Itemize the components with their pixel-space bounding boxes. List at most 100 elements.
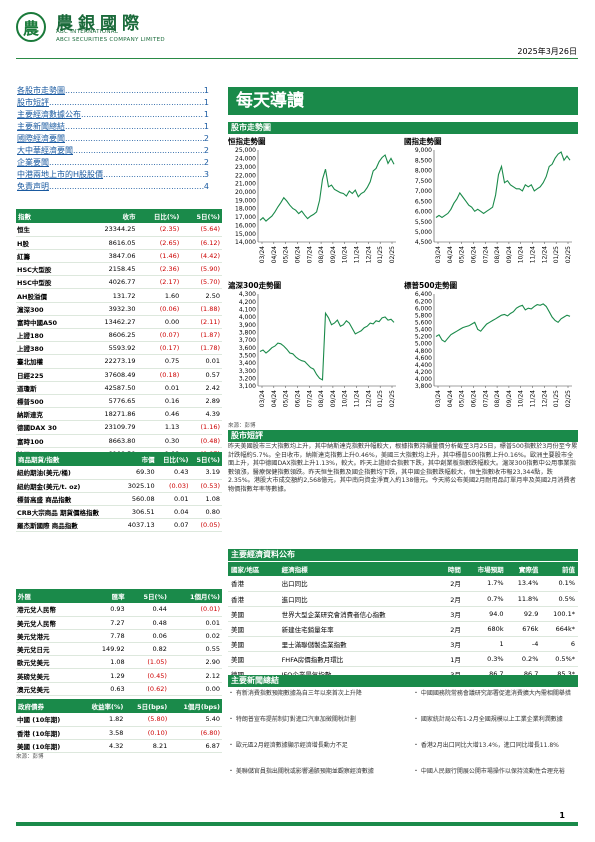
toc-dots — [65, 85, 204, 97]
table-cell: CRB大宗商品 期貨價格指數 — [16, 505, 121, 520]
x-tick-label: 10/24 — [518, 390, 525, 407]
table-cell: 0.00 — [137, 315, 182, 330]
table-cell: 標普高盛 商品指數 — [16, 492, 121, 507]
commodity-table: 商品期貨/指數 市價 日比(%) 5日(%) 紐約期油(美元/桶) 69.30 0.43 3.… — [16, 452, 222, 533]
table-cell: 6 — [541, 636, 578, 652]
toc-item-title[interactable]: 大中華經濟要聞 — [17, 146, 73, 155]
x-tick-label: 03/24 — [435, 390, 442, 407]
y-tick-label: 16,000 — [235, 222, 256, 229]
page-title-banner: 每天導讀 — [228, 87, 578, 115]
econ-table-wrap: 國家/地區 經濟指標 時間 市場預期 實際值 前值 香港 出口同比 2月 1.7% 13.4% 0.1… — [228, 562, 578, 682]
x-tick-label: 08/24 — [494, 246, 501, 263]
toc-item[interactable]: 股市短評 1 — [17, 97, 209, 109]
y-tick-label: 5,000 — [415, 229, 432, 236]
table-cell: 2.50 — [181, 288, 222, 303]
table-cell: 0.43 — [156, 466, 191, 480]
toc-item[interactable]: 各股市走勢圖 1 — [17, 85, 209, 97]
table-cell: (0.07) — [137, 328, 182, 343]
bond-table-wrap: 政府債券 收益率(%) 5日(bps) 1個月(bps) 中國 (10年期) 1.82 (5… — [16, 699, 222, 754]
table-cell: (6.12) — [181, 236, 222, 250]
table-cell: (0.03) — [156, 479, 191, 493]
x-tick-label: 09/24 — [330, 390, 337, 407]
x-tick-label: 02/25 — [389, 390, 396, 407]
table-cell: 美國 — [228, 606, 279, 622]
toc-dots — [65, 121, 204, 133]
series-line — [259, 154, 395, 222]
toc-dots — [103, 169, 204, 181]
commodity-table-wrap: 商品期貨/指數 市價 日比(%) 5日(%) 紐約期油(美元/桶) 69.30 0.43 3.… — [16, 452, 222, 533]
toc-item-title[interactable]: 企業要聞 — [17, 158, 49, 167]
table-row: HSC中型股 4026.77 (2.17) (5.70) — [16, 275, 222, 290]
y-tick-label: 8,500 — [415, 157, 432, 164]
table-header-cell: 市價 — [120, 452, 157, 466]
toc-item[interactable]: 主要經濟數據公布 1 — [17, 109, 209, 121]
table-cell: 0.48 — [126, 616, 169, 630]
toc-item[interactable]: 免責声明 4 — [17, 181, 209, 193]
y-tick-label: 3,800 — [415, 383, 432, 390]
table-cell: 23344.25 — [84, 223, 138, 237]
y-tick-label: 3,300 — [239, 368, 256, 375]
table-cell: 標普500 — [16, 394, 85, 409]
table-cell: 0.75 — [137, 354, 182, 369]
report-date: 2025年3月26日 — [517, 47, 577, 56]
x-tick-label: 05/24 — [459, 246, 466, 263]
table-cell: 3.19 — [190, 466, 222, 480]
table-row: H股 8616.05 (2.65) (6.12) — [16, 236, 222, 250]
chart-source-note: 來源：彭博 — [228, 423, 256, 429]
toc-item-title[interactable]: 中港兩地上市的H股股價 — [17, 170, 104, 179]
table-cell: 0.82 — [126, 642, 169, 657]
y-tick-label: 21,000 — [235, 181, 256, 188]
table-header-row: 指數 收市 日比(%) 5日(%) — [16, 209, 222, 223]
toc-item[interactable]: 主要新聞總結 1 — [17, 121, 209, 133]
table-cell: 1.7% — [463, 576, 507, 592]
table-cell: 紐約期金(美元/t. oz) — [16, 479, 121, 493]
table-cell: (0.53) — [190, 479, 222, 493]
table-cell: H股 — [16, 236, 85, 250]
y-tick-label: 4,600 — [415, 355, 432, 362]
x-tick-label: 08/24 — [494, 390, 501, 407]
toc-item-title[interactable]: 國際經濟要聞 — [17, 134, 65, 143]
toc-item-title[interactable]: 主要經濟數據公布 — [17, 110, 81, 119]
logo-english-name: ABC INTERNATIONAL — [56, 29, 119, 35]
x-tick-label: 08/24 — [318, 246, 325, 263]
table-cell: 美國 — [228, 651, 279, 667]
toc-item[interactable]: 中港兩地上市的H股股價 3 — [17, 169, 209, 181]
y-tick-label: 5,500 — [415, 219, 432, 226]
table-header-cell: 日比(%) — [137, 209, 182, 223]
table-cell: 2.90 — [168, 655, 222, 670]
table-row: AH股溢價 131.72 1.60 2.50 — [16, 288, 222, 303]
toc-item[interactable]: 企業要聞 2 — [17, 157, 209, 169]
table-cell: 進口同比 — [278, 591, 441, 607]
y-tick-label: 5,000 — [415, 341, 432, 348]
table-cell: (0.06) — [137, 302, 182, 316]
table-cell: 英磅兌美元 — [16, 668, 86, 683]
table-cell: 0.02 — [168, 629, 222, 644]
table-row: 美元兌人民幣 7.27 0.48 0.01 — [16, 616, 222, 630]
y-tick-label: 6,500 — [415, 198, 432, 205]
y-tick-label: 4,100 — [239, 307, 256, 314]
table-cell: 0.16 — [137, 394, 182, 409]
toc-item-title[interactable]: 主要新聞總結 — [17, 122, 65, 131]
table-row: 歐元兌美元 1.08 (1.05) 2.90 — [16, 655, 222, 670]
y-tick-label: 5,800 — [415, 312, 432, 319]
x-tick-label: 01/25 — [377, 246, 384, 263]
toc-item-title[interactable]: 各股市走勢圖 — [17, 86, 65, 95]
toc-item[interactable]: 大中華經濟要聞 2 — [17, 145, 209, 157]
table-cell: 149.92 — [85, 642, 127, 657]
toc-item-title[interactable]: 免責声明 — [17, 182, 49, 191]
table-cell: (0.18) — [137, 368, 182, 382]
x-tick-label: 01/25 — [553, 390, 560, 407]
table-row: CRB大宗商品 期貨價格指數 306.51 0.04 0.80 — [16, 505, 222, 520]
line-chart: 滬深300走勢圖4,3004,2004,1004,0003,9003,8003,… — [228, 280, 396, 407]
table-cell: (0.62) — [126, 682, 169, 696]
toc-item[interactable]: 國際經濟要聞 2 — [17, 133, 209, 145]
table-row: 德國DAX 30 23109.79 1.13 (1.16) — [16, 420, 222, 435]
table-row: 香港 出口同比 2月 1.7% 13.4% 0.1% — [228, 576, 578, 592]
table-cell: 道瓊斯 — [16, 381, 85, 395]
table-cell: 新建住宅銷量年率 — [278, 621, 441, 637]
toc-item-title[interactable]: 股市短評 — [17, 98, 49, 107]
x-tick-label: 02/25 — [389, 246, 396, 263]
table-cell: (0.01) — [168, 603, 222, 617]
table-cell: 1 — [463, 636, 507, 652]
